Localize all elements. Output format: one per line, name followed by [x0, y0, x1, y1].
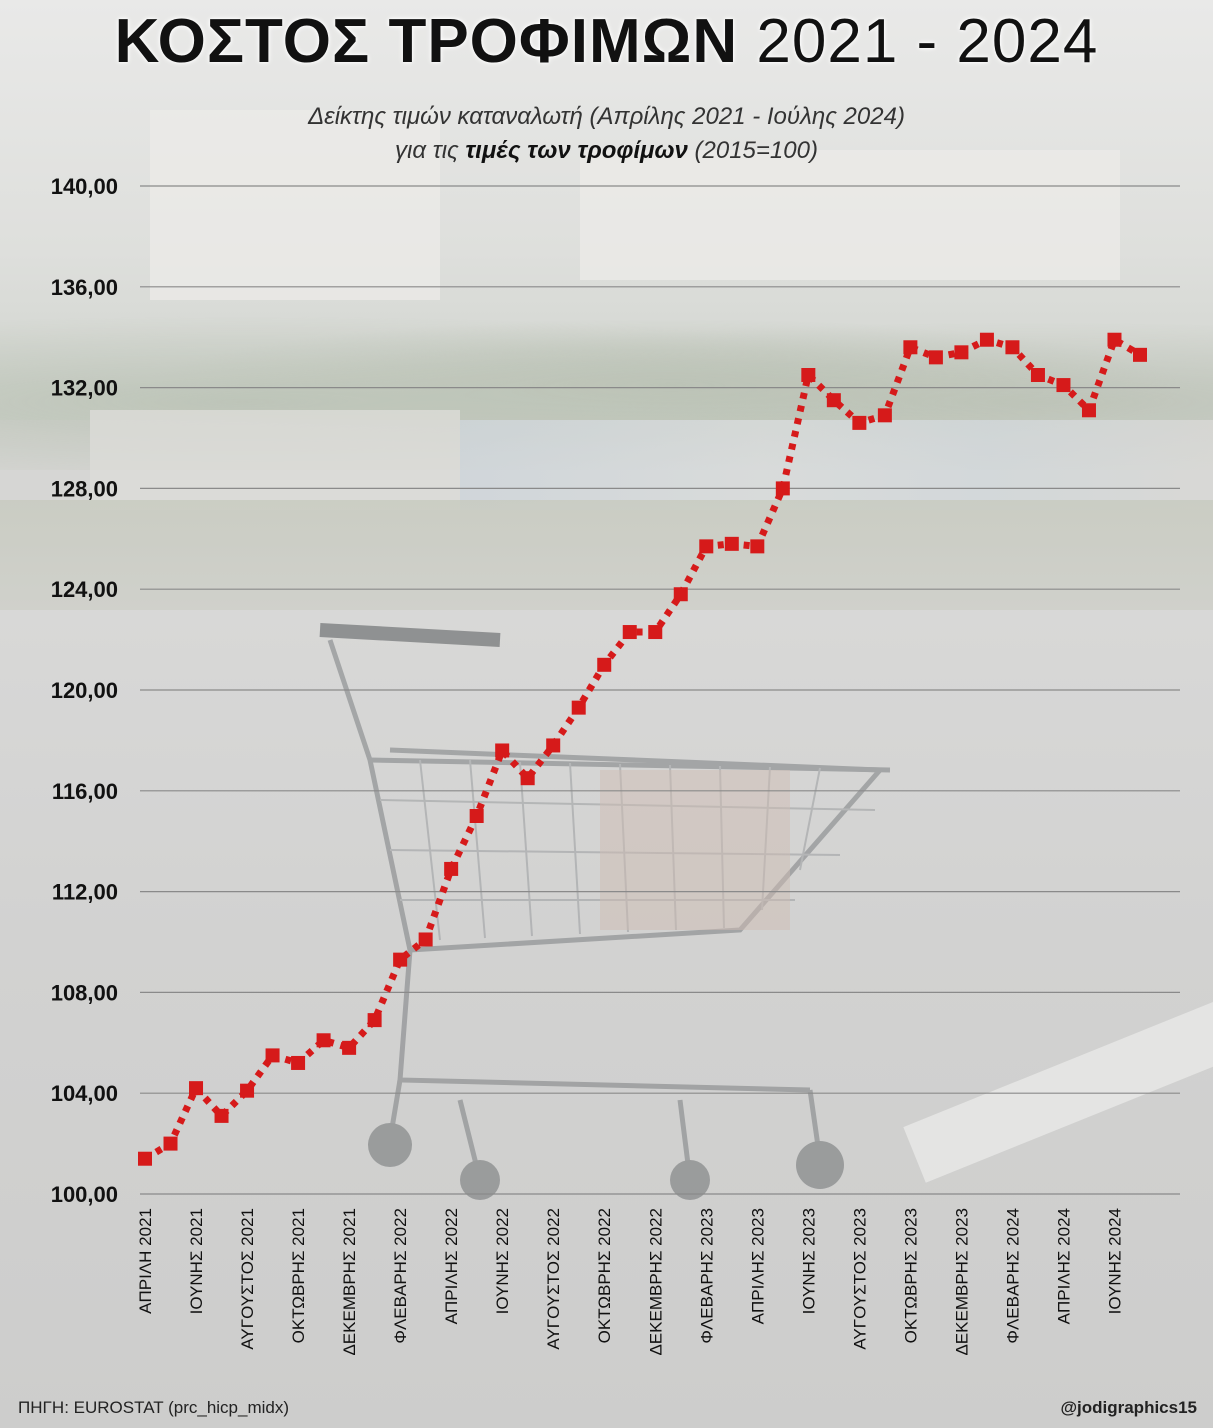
title-years: 2021 - 2024 [756, 7, 1099, 76]
data-point [367, 1013, 382, 1028]
data-point [750, 539, 765, 554]
x-tick-label: ΔΕΚΕΜΒΡΗΣ 2022 [646, 1208, 665, 1356]
data-point [291, 1055, 306, 1070]
data-point [1030, 368, 1045, 382]
shopping-cart-icon [319, 623, 891, 1200]
x-tick-label: ΑΠΡΙΛΗΣ 2023 [748, 1208, 767, 1324]
background-building [150, 110, 440, 300]
data-point [954, 345, 969, 360]
data-point [1107, 332, 1122, 347]
data-point [699, 539, 714, 554]
background-graffiti-wall [460, 420, 1213, 510]
data-point [546, 738, 561, 753]
series-line [143, 334, 1142, 1162]
data-point [495, 743, 510, 758]
y-tick-label: 112,00 [52, 880, 118, 905]
page-title: ΚΟΣΤΟΣ ΤΡΟΦΙΜΩΝ 2021 - 2024 [0, 6, 1213, 77]
title-main: ΚΟΣΤΟΣ ΤΡΟΦΙΜΩΝ [114, 7, 739, 76]
data-point [979, 332, 994, 347]
data-point [393, 952, 408, 967]
y-tick-label: 124,00 [51, 577, 118, 602]
x-tick-label: ΦΛΕΒΑΡΗΣ 2023 [697, 1208, 716, 1344]
subtitle-bold: τιμές των τροφίμων [465, 137, 688, 164]
data-point [826, 393, 841, 408]
data-point [1081, 403, 1096, 418]
subtitle-line-1: Δείκτης τιμών καταναλωτή (Απρίλης 2021 -… [308, 103, 905, 130]
data-point [138, 1151, 152, 1166]
grid-lines [140, 185, 1180, 1195]
subtitle-post: (2015=100) [694, 137, 818, 164]
y-axis: 100,00 104,00 108,00 112,00 116,00 120,00 124,… [51, 174, 118, 1207]
y-tick-label: 136,00 [51, 275, 118, 300]
data-point [903, 340, 918, 355]
chart-subtitle: Δείκτης τιμών καταναλωτή (Απρίλης 2021 -… [0, 100, 1213, 168]
y-tick-label: 116,00 [52, 779, 118, 804]
x-tick-label: ΑΥΓΟΥΣΤΟΣ 2023 [850, 1208, 869, 1350]
x-tick-label: ΔΕΚΕΜΒΡΗΣ 2023 [952, 1208, 971, 1356]
data-point [877, 408, 892, 423]
data-point [1056, 378, 1071, 393]
x-tick-label: ΦΛΕΒΑΡΗΣ 2024 [1003, 1208, 1022, 1344]
author-credit: @jodigraphics15 [1060, 1398, 1197, 1417]
x-tick-label: ΙΟΥΝΗΣ 2024 [1105, 1208, 1124, 1314]
data-point [648, 625, 663, 640]
line-chart: 100,00 104,00 108,00 112,00 116,00 120,00 124,… [51, 174, 1180, 1356]
data-point [1133, 347, 1147, 362]
data-point [928, 350, 943, 365]
x-axis: ΑΠΡΙΛΗ 2021 ΙΟΥΝΗΣ 2021 ΑΥΓΟΥΣΤΟΣ 2021 ΟΚΤΩ… [136, 1208, 1124, 1356]
data-point [571, 700, 586, 715]
data-point [852, 415, 867, 430]
x-tick-label: ΔΕΚΕΜΒΡΗΣ 2021 [340, 1208, 359, 1356]
source-note: ΠΗΓΗ: EUROSTAT (prc_hicp_midx) [18, 1398, 290, 1417]
y-tick-label: 108,00 [51, 980, 118, 1005]
data-point [189, 1081, 204, 1096]
x-tick-label: ΟΚΤΩΒΡΗΣ 2023 [901, 1208, 920, 1343]
x-tick-label: ΟΚΤΩΒΡΗΣ 2021 [289, 1208, 308, 1343]
x-tick-label: ΑΥΓΟΥΣΤΟΣ 2022 [544, 1208, 563, 1350]
background-building [580, 150, 1120, 280]
background-shed [90, 410, 460, 510]
data-point [775, 481, 790, 496]
y-tick-label: 120,00 [51, 678, 118, 703]
x-tick-label: ΑΠΡΙΛΗ 2021 [136, 1208, 155, 1314]
x-tick-label: ΙΟΥΝΗΣ 2023 [799, 1208, 818, 1314]
y-tick-label: 104,00 [51, 1081, 118, 1106]
data-point [724, 536, 739, 551]
subtitle-line-2: για τις τιμές των τροφίμων (2015=100) [0, 134, 1213, 168]
data-point [444, 861, 459, 876]
data-point [801, 368, 816, 382]
y-tick-label: 140,00 [51, 174, 118, 199]
data-point [622, 625, 637, 640]
data-point [673, 587, 688, 602]
data-point [1005, 340, 1020, 355]
x-tick-label: ΦΛΕΒΑΡΗΣ 2022 [391, 1208, 410, 1344]
background-bushes [0, 500, 1213, 620]
background-road [0, 610, 1213, 1428]
data-point [597, 657, 612, 672]
data-point [342, 1040, 357, 1055]
data-point [418, 932, 433, 947]
series-points [138, 332, 1147, 1166]
data-point [214, 1108, 229, 1123]
data-point [163, 1136, 178, 1151]
x-tick-label: ΟΚΤΩΒΡΗΣ 2022 [595, 1208, 614, 1343]
x-tick-label: ΙΟΥΝΗΣ 2022 [493, 1208, 512, 1314]
data-point [240, 1083, 255, 1098]
y-tick-label: 100,00 [51, 1182, 118, 1207]
x-tick-label: ΑΠΡΙΛΗΣ 2024 [1054, 1208, 1073, 1324]
data-point [520, 771, 535, 786]
x-tick-label: ΙΟΥΝΗΣ 2021 [187, 1208, 206, 1314]
x-tick-label: ΑΥΓΟΥΣΤΟΣ 2021 [238, 1208, 257, 1350]
x-tick-label: ΑΠΡΙΛΗΣ 2022 [442, 1208, 461, 1324]
data-point [469, 809, 484, 823]
data-point [316, 1033, 331, 1048]
data-point [265, 1048, 280, 1063]
subtitle-pre: για τις [395, 137, 459, 164]
y-tick-label: 128,00 [51, 476, 118, 501]
y-tick-label: 132,00 [51, 376, 118, 401]
